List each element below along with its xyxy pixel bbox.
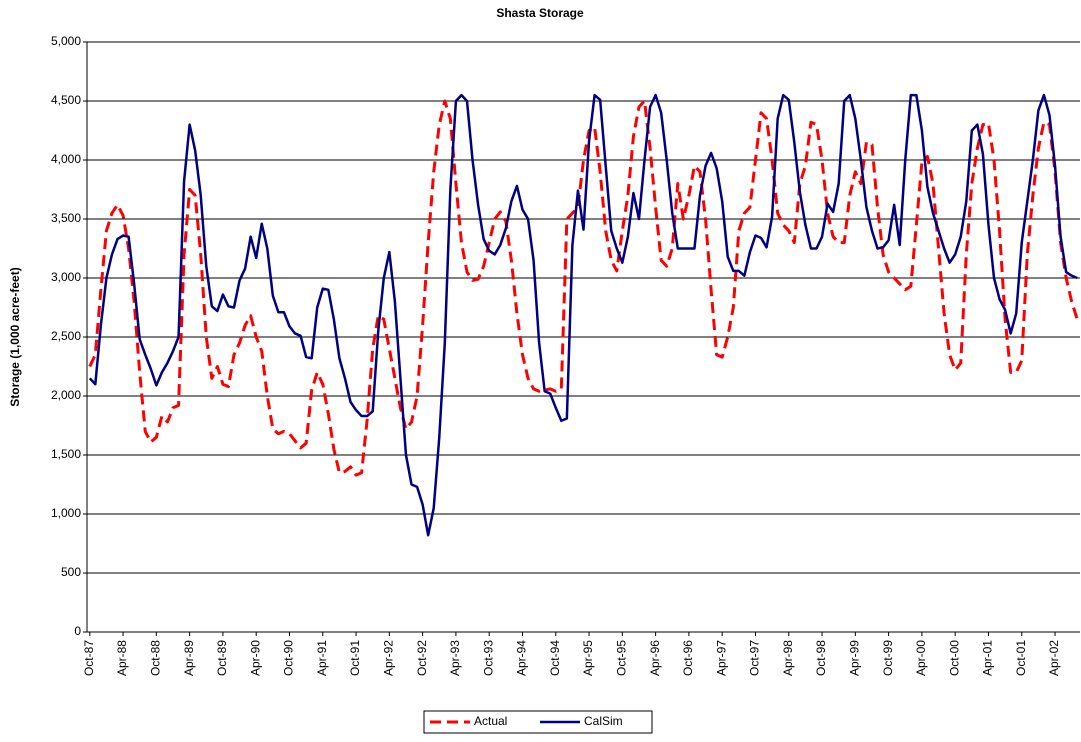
x-tick-label: Apr-92 <box>382 640 396 676</box>
x-tick-label: Oct-97 <box>748 640 762 676</box>
x-tick-label: Apr-94 <box>515 640 529 676</box>
x-tick-label: Oct-87 <box>82 640 96 676</box>
y-tick-label: 1,000 <box>51 506 81 520</box>
legend-label: Actual <box>474 714 507 728</box>
x-tick-label: Oct-96 <box>681 640 695 676</box>
x-tick-label: Oct-94 <box>548 640 562 676</box>
y-tick-label: 500 <box>61 565 81 579</box>
data-line <box>88 99 1079 477</box>
x-tick-label: Oct-95 <box>615 640 629 676</box>
y-tick-label: 0 <box>74 624 81 638</box>
y-tick-label: 1,500 <box>51 447 81 461</box>
x-tick-label: Oct-90 <box>282 640 296 676</box>
x-tick-label: Oct-99 <box>881 640 895 676</box>
x-tick-label: Apr-00 <box>914 640 928 676</box>
x-tick-label: Apr-93 <box>448 640 462 676</box>
x-tick-label: Apr-01 <box>981 640 995 676</box>
x-tick-label: Apr-96 <box>648 640 662 676</box>
x-tick-label: Apr-98 <box>781 640 795 676</box>
x-tick-label: Apr-90 <box>248 640 262 676</box>
legend-box <box>423 710 653 734</box>
x-tick-label: Oct-88 <box>149 640 163 676</box>
x-tick-label: Apr-02 <box>1047 640 1061 676</box>
x-tick-label: Apr-91 <box>315 640 329 676</box>
x-tick-label: Apr-97 <box>714 640 728 676</box>
y-tick-label: 2,000 <box>51 388 81 402</box>
x-tick-label: Apr-88 <box>115 640 129 676</box>
x-tick-label: Apr-99 <box>847 640 861 676</box>
y-tick-label: 2,500 <box>51 329 81 343</box>
y-tick-label: 3,000 <box>51 270 81 284</box>
x-tick-label: Oct-92 <box>415 640 429 676</box>
legend-label: CalSim <box>584 714 623 728</box>
x-tick-label: Oct-91 <box>348 640 362 676</box>
x-tick-label: Apr-89 <box>182 640 196 676</box>
x-tick-label: Oct-93 <box>481 640 495 676</box>
x-tick-label: Oct-01 <box>1014 640 1028 676</box>
x-tick-label: Oct-00 <box>947 640 961 676</box>
x-tick-label: Oct-98 <box>814 640 828 676</box>
x-tick-label: Apr-95 <box>581 640 595 676</box>
chart-title: Shasta Storage <box>496 6 584 20</box>
y-axis-label: Storage (1,000 acre-feet) <box>8 267 22 406</box>
y-tick-label: 4,500 <box>51 93 81 107</box>
y-tick-label: 5,000 <box>51 34 81 48</box>
y-tick-label: 4,000 <box>51 152 81 166</box>
y-tick-label: 3,500 <box>51 211 81 225</box>
x-tick-label: Oct-89 <box>215 640 229 676</box>
data-line <box>88 93 1078 537</box>
